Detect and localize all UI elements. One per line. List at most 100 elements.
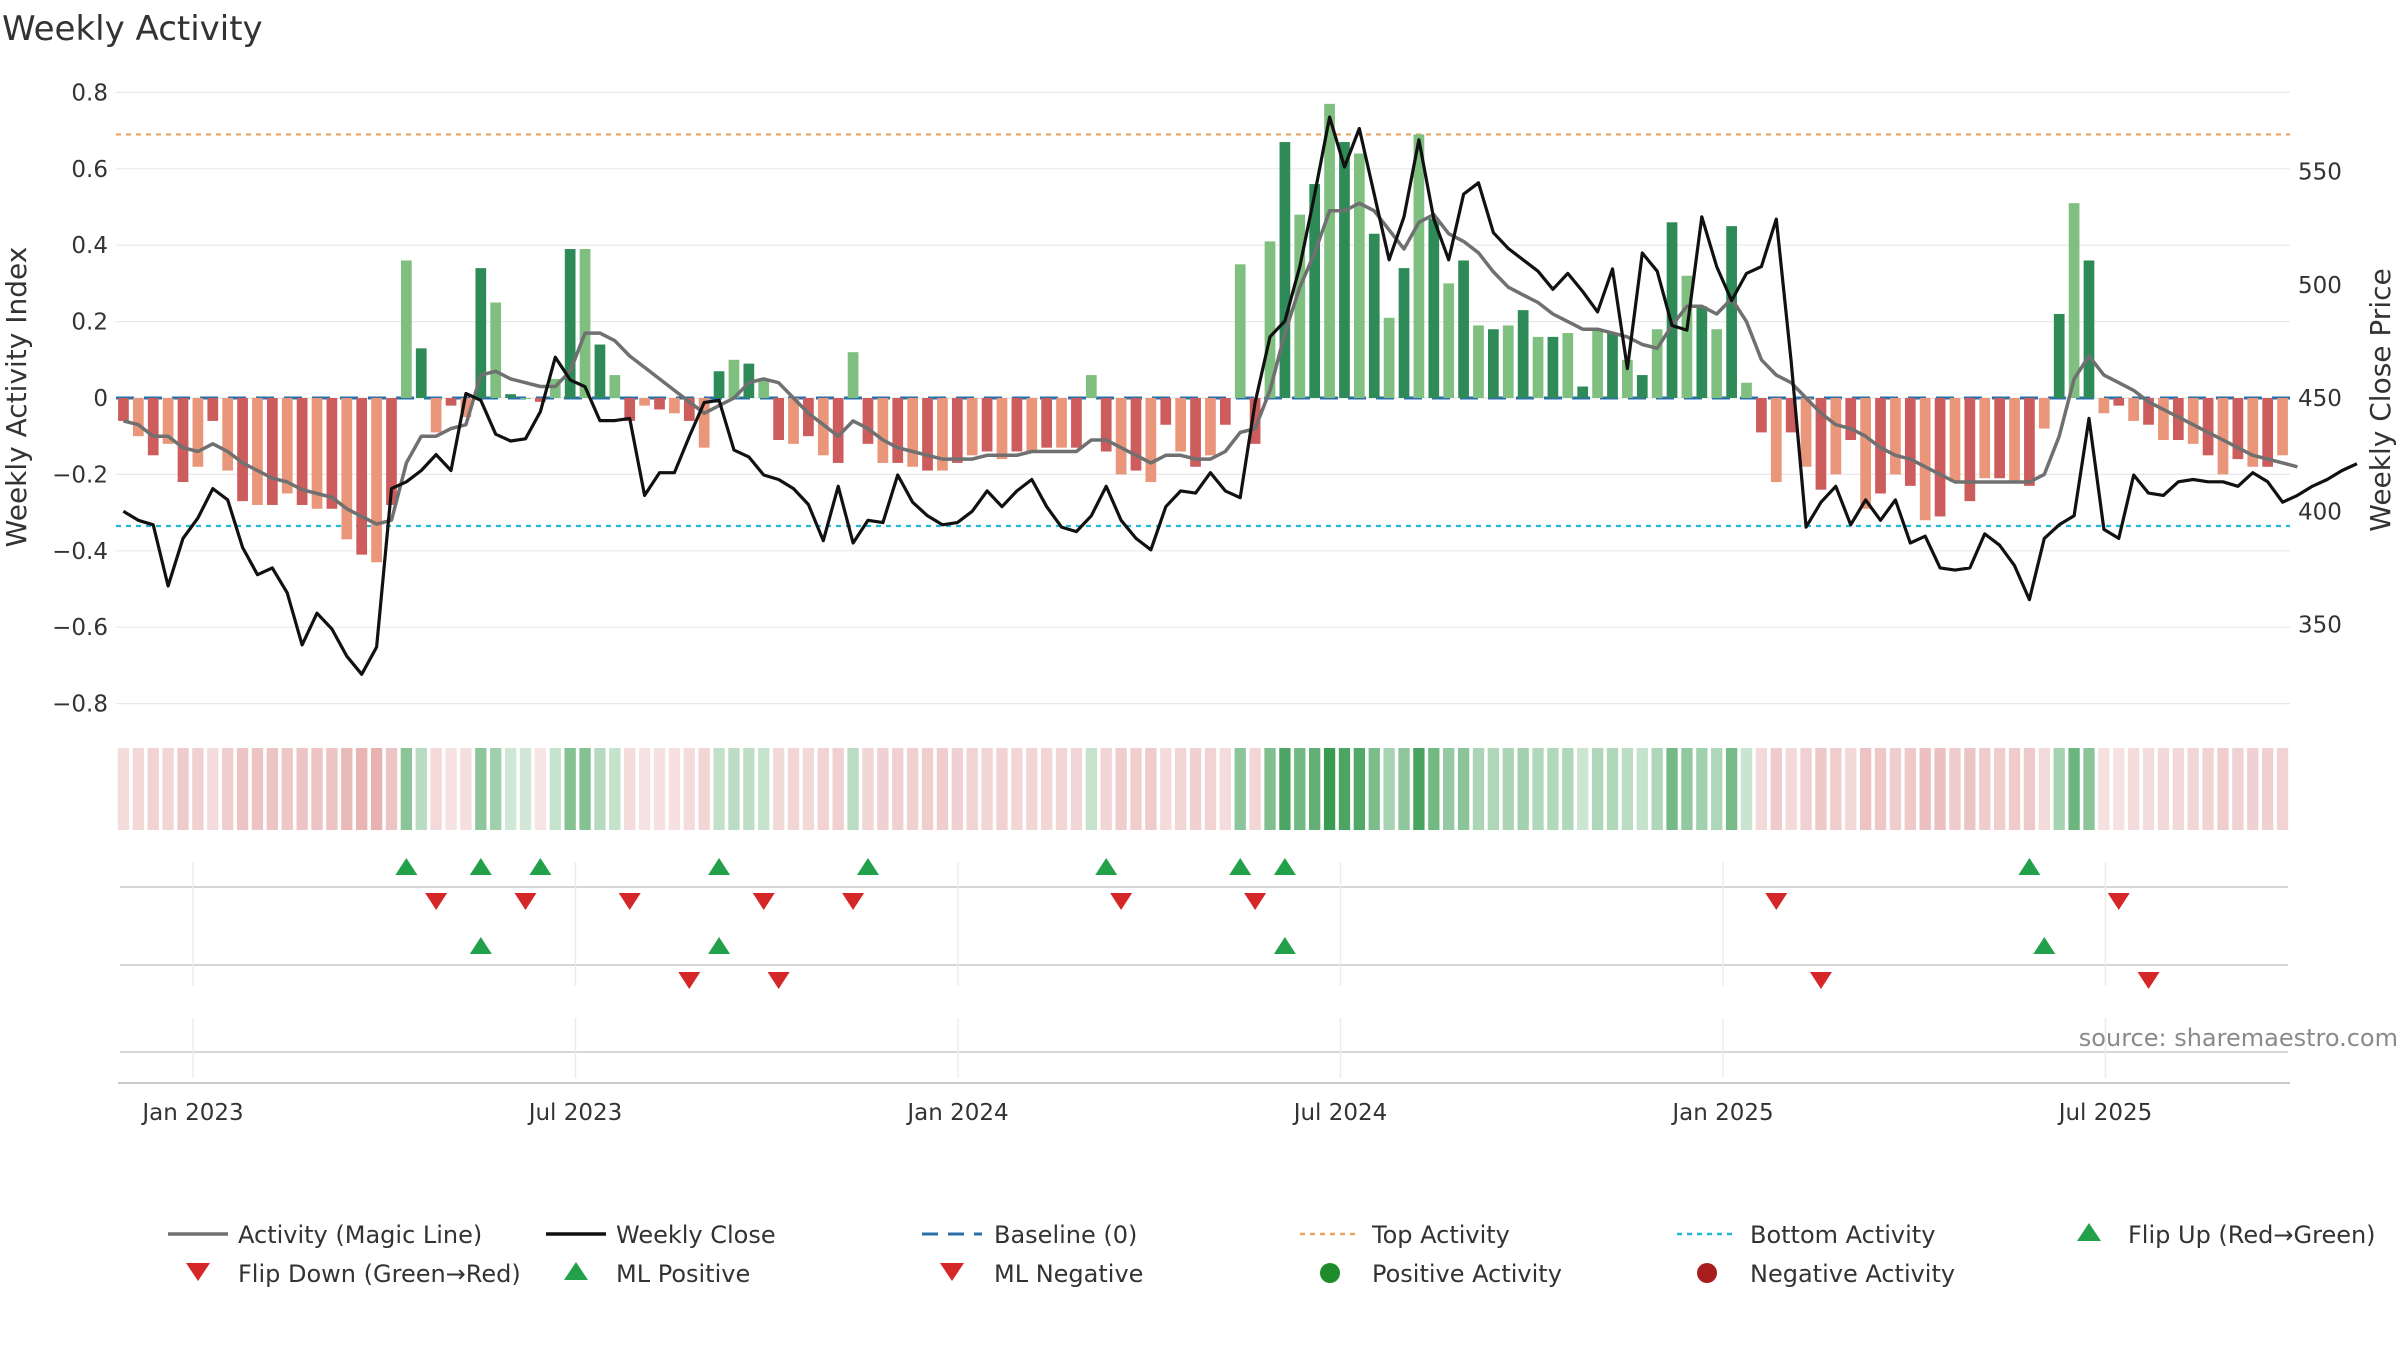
activity-bar — [1205, 398, 1216, 456]
activity-bar — [1085, 375, 1097, 398]
activity-bar — [892, 398, 904, 463]
activity-bar — [1532, 336, 1544, 398]
heat-strip-cell — [1457, 748, 1470, 830]
activity-bar — [1026, 398, 1038, 452]
activity-bar — [922, 398, 933, 471]
y-tick-label: −0.6 — [52, 615, 108, 641]
heat-strip-cell — [1755, 748, 1768, 830]
flip-down-marker — [1765, 893, 1788, 910]
activity-bar — [1353, 153, 1365, 398]
activity-bar — [1666, 222, 1678, 398]
activity-bar — [564, 249, 576, 398]
activity-bars — [118, 103, 2288, 563]
heat-strip-cell — [147, 748, 159, 830]
activity-bar — [1502, 325, 1514, 398]
activity-bar — [1175, 398, 1187, 452]
heat-strip-cell — [1770, 748, 1782, 830]
activity-bar — [609, 375, 621, 398]
legend-label-top-activity: Top Activity — [1371, 1221, 1510, 1249]
activity-bar — [1964, 398, 1976, 502]
activity-bar — [1741, 382, 1752, 398]
heat-strip-cell — [1815, 748, 1827, 830]
activity-bar — [877, 398, 889, 463]
grid-lines — [116, 91, 2290, 705]
heat-strip-cell — [1874, 748, 1887, 830]
heat-strip-cell — [1562, 748, 1574, 830]
heat-strip-cell — [847, 748, 859, 830]
heat-strip-cell — [162, 748, 174, 830]
activity-bar — [311, 398, 323, 509]
activity-bar — [966, 398, 978, 456]
flip-down-marker — [752, 893, 775, 910]
heat-strip-cell — [1026, 748, 1038, 830]
heat-strip-cell — [594, 748, 606, 830]
activity-bar — [1800, 398, 1812, 467]
activity-bar — [1324, 103, 1335, 399]
heat-strip-cell — [579, 748, 591, 830]
heat-strip-cell — [1234, 748, 1246, 830]
heat-strip-cell — [1353, 748, 1366, 830]
activity-bar — [520, 398, 531, 399]
flip-down-marker — [514, 893, 537, 910]
activity-bar — [862, 398, 874, 444]
heat-strip-cell — [534, 748, 547, 830]
legend-swatch-ml-positive — [564, 1262, 588, 1280]
heat-strip-cell — [236, 748, 249, 830]
activity-bar — [1011, 398, 1023, 452]
activity-bar — [951, 398, 963, 463]
x-tick-label: Jan 2025 — [1670, 1100, 1773, 1126]
activity-bar — [996, 398, 1008, 460]
activity-bar — [683, 398, 695, 421]
activity-bar — [639, 398, 650, 406]
activity-bar — [981, 398, 993, 452]
activity-bar — [132, 398, 144, 437]
heat-strip-cell — [653, 748, 666, 830]
heat-strip-cell — [1934, 748, 1946, 830]
activity-heat-strip — [117, 748, 2289, 830]
heat-strip-cell — [341, 748, 353, 830]
activity-bar — [1562, 333, 1574, 398]
activity-bar — [2038, 398, 2050, 429]
heat-strip-cell — [624, 748, 636, 830]
heat-strip-cell — [1696, 748, 1708, 830]
heat-strip-cell — [877, 748, 889, 830]
flip-up-marker — [708, 858, 731, 875]
heat-strip-cell — [2172, 748, 2184, 830]
legend-label-negative-activity: Negative Activity — [1750, 1260, 1955, 1288]
activity-bar — [1309, 184, 1321, 398]
legend-swatch-positive-activity — [1320, 1263, 1340, 1283]
activity-bar — [1413, 134, 1425, 399]
y2-tick-label: 400 — [2298, 499, 2342, 525]
heat-strip-cell — [1443, 748, 1455, 830]
heat-strip-cell — [1517, 748, 1529, 830]
heat-strip-cell — [2157, 748, 2170, 830]
activity-bar — [1294, 214, 1306, 398]
heat-strip-cell — [192, 748, 204, 830]
flip-up-marker — [529, 858, 552, 875]
legend-swatch-ml-negative — [940, 1263, 964, 1281]
legend-label-bottom-activity: Bottom Activity — [1750, 1221, 1935, 1249]
flip-up-marker — [1229, 858, 1252, 875]
heat-strip-cell — [2053, 748, 2065, 830]
heat-strip-cell — [1100, 748, 1112, 830]
legend-label-baseline: Baseline (0) — [994, 1221, 1137, 1249]
activity-bar — [1770, 398, 1782, 483]
heat-strip-cell — [1681, 748, 1693, 830]
x-axis-ticks: Jan 2023 Jul 2023 Jan 2024 Jul 2024 Jan 2025… — [140, 1100, 2152, 1126]
heat-strip-cell — [1398, 748, 1410, 830]
heat-strip-cell — [1830, 748, 1842, 830]
activity-bar — [415, 348, 427, 398]
heat-strip-cell — [281, 748, 293, 830]
heat-strip-cell — [892, 748, 904, 830]
right-axis: 550 500 450 400 350 — [2298, 160, 2342, 639]
flip-up-marker — [395, 858, 418, 875]
activity-bar — [1443, 283, 1455, 398]
activity-bar — [1845, 398, 1857, 441]
activity-bar — [2024, 398, 2035, 486]
heat-strip-cell — [1264, 748, 1276, 830]
heat-strip-cell — [1055, 748, 1068, 830]
heat-strip-cell — [2113, 748, 2125, 830]
heat-strip-cell — [1725, 748, 1738, 830]
activity-bar — [1279, 142, 1291, 398]
heat-strip-cell — [817, 748, 829, 830]
